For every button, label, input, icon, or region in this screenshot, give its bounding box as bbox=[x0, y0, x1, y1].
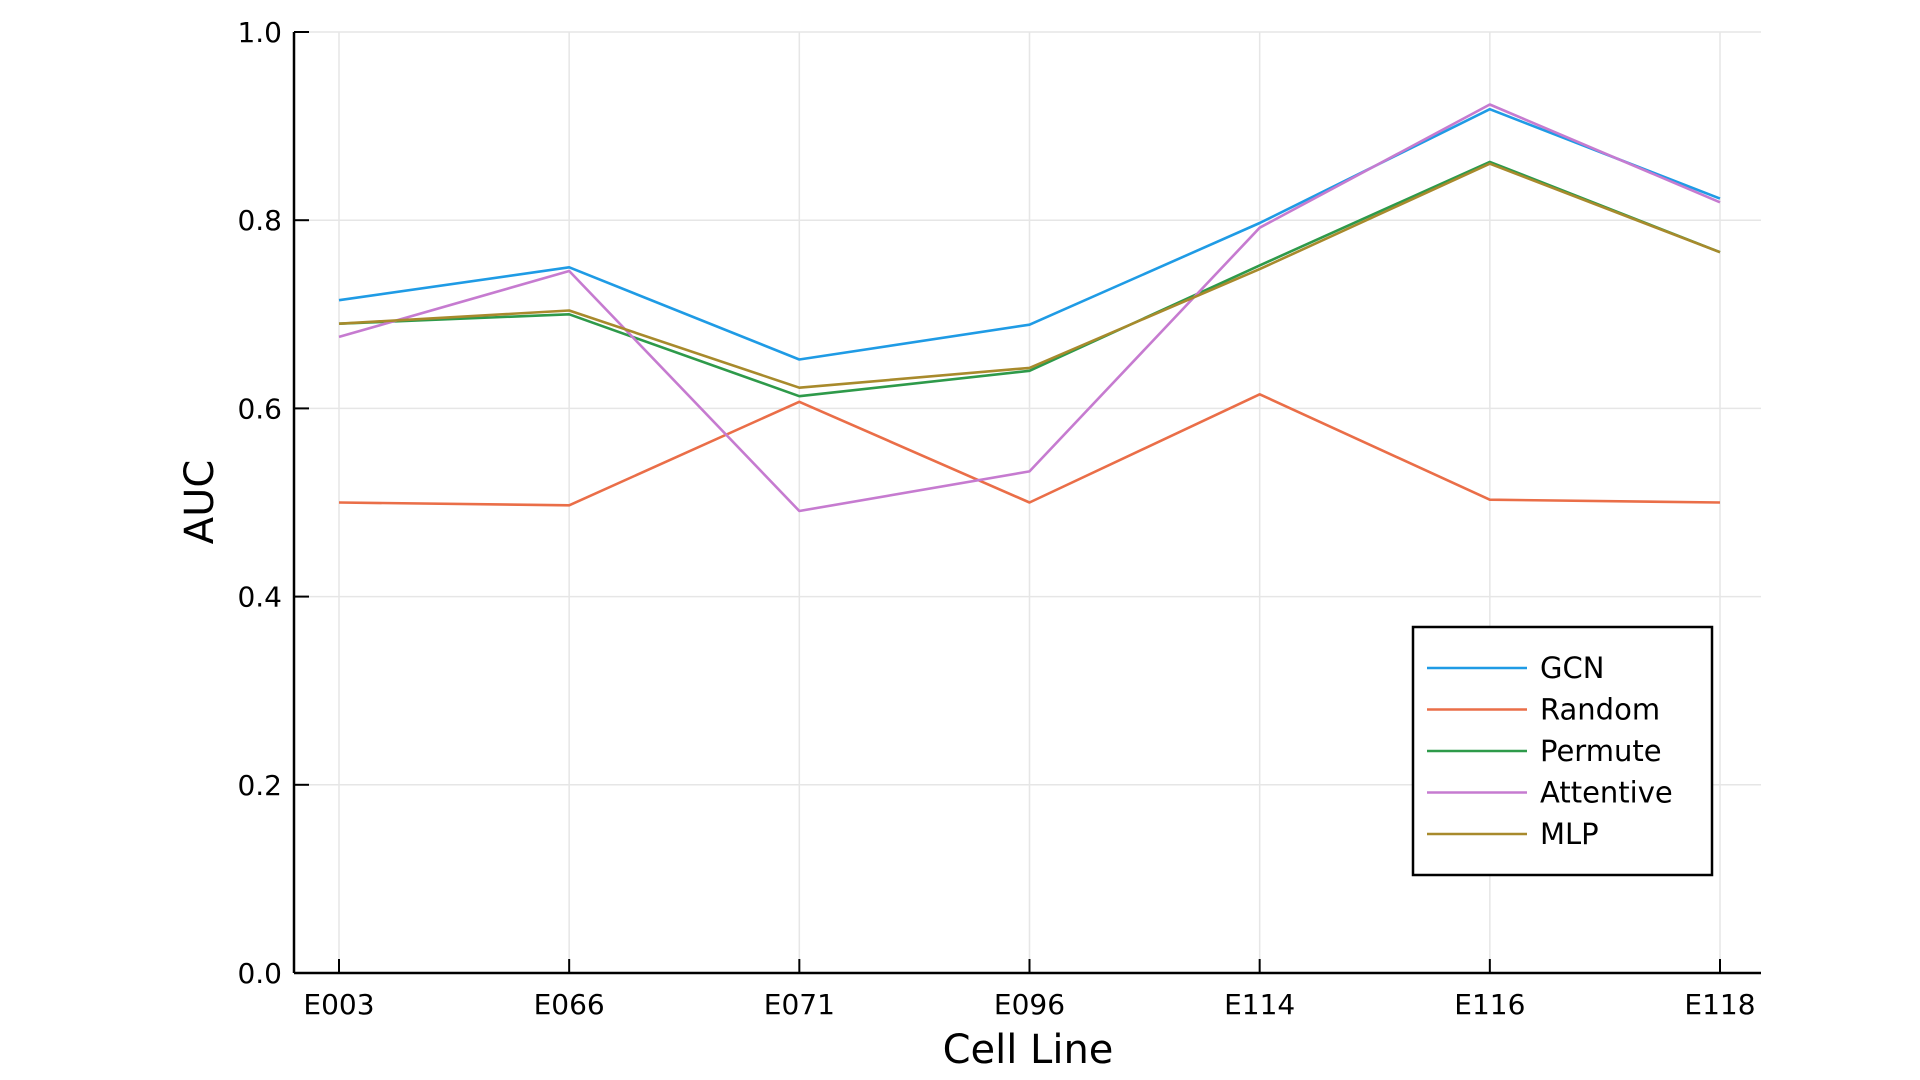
x-axis-title: Cell Line bbox=[943, 1027, 1114, 1073]
y-tick-label: 0.0 bbox=[237, 957, 282, 990]
legend-label: Attentive bbox=[1540, 776, 1673, 810]
x-tick-label: E003 bbox=[303, 988, 374, 1021]
legend-label: Permute bbox=[1540, 734, 1662, 768]
series-line-mlp bbox=[338, 162, 1721, 390]
legend: GCN Random Permute Attentive MLP bbox=[1411, 625, 1714, 877]
x-tick-label: E114 bbox=[1224, 988, 1295, 1021]
x-tick-label: E116 bbox=[1454, 988, 1525, 1021]
series-line-random bbox=[338, 392, 1721, 507]
y-tick-label: 0.6 bbox=[237, 392, 282, 425]
y-tick-label: 0.8 bbox=[237, 204, 282, 237]
x-tick-label: E118 bbox=[1684, 988, 1755, 1021]
legend-label: Random bbox=[1540, 693, 1660, 727]
ticks: E003 E066 E071 E096 E114 E116 E118 0.0 0.2 0.4 0.6… bbox=[237, 16, 1755, 1021]
axes bbox=[292, 32, 1761, 975]
grid-lines bbox=[294, 31, 1761, 974]
x-tick-label: E096 bbox=[994, 988, 1065, 1021]
x-tick-label: E066 bbox=[534, 988, 605, 1021]
y-axis-title: AUC bbox=[177, 460, 223, 545]
y-tick-label: 1.0 bbox=[237, 16, 282, 49]
x-tick-label: E071 bbox=[764, 988, 835, 1021]
y-tick-label: 0.4 bbox=[237, 581, 282, 614]
legend-label: GCN bbox=[1540, 651, 1604, 685]
series-line-permute bbox=[338, 160, 1721, 398]
series-line-gcn bbox=[338, 107, 1721, 361]
y-tick-label: 0.2 bbox=[237, 769, 282, 802]
legend-label: MLP bbox=[1540, 817, 1599, 851]
series-lines bbox=[338, 103, 1721, 513]
series-line-attentive bbox=[338, 103, 1721, 513]
